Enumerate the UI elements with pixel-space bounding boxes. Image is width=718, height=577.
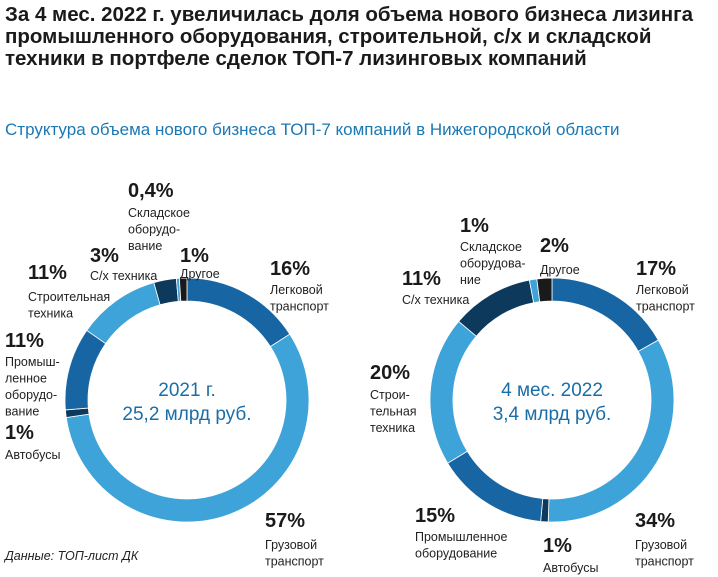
value-label: 1%	[180, 245, 209, 267]
donut-segment	[64, 329, 107, 411]
category-label: Автобусы	[543, 561, 598, 575]
value-label: 15%	[415, 505, 455, 527]
category-label: Промыш-ленное оборудо-вание	[5, 355, 60, 419]
value-label: 3%	[90, 245, 119, 267]
subtitle: Структура объема нового бизнеса ТОП-7 ко…	[5, 120, 620, 139]
donut-segment	[65, 333, 310, 523]
value-label: 16%	[270, 258, 310, 280]
category-label: Строительная техника	[28, 290, 110, 321]
value-label: 17%	[636, 258, 676, 280]
title: За 4 мес. 2022 г. увеличилась доля объем…	[5, 3, 694, 70]
value-label: 1%	[5, 422, 34, 444]
category-label: Легковой транспорт	[270, 283, 329, 314]
donut-segment	[458, 279, 535, 337]
donut-segment	[178, 277, 188, 302]
donut-segment	[447, 450, 544, 522]
category-label: С/х техника	[90, 269, 157, 283]
value-label: 1%	[460, 215, 489, 237]
donut-segment	[429, 320, 477, 464]
donut-segment	[536, 277, 553, 303]
value-label: 11%	[28, 262, 67, 284]
category-label: Промышленное оборудование	[415, 530, 507, 561]
value-label: 20%	[370, 362, 410, 384]
value-label: 11%	[5, 330, 44, 352]
center-label: 4 мес. 2022 3,4 млрд руб.	[493, 380, 612, 425]
category-label: Автобусы	[5, 448, 60, 462]
category-label: Грузовой транспорт	[265, 538, 324, 569]
category-label: С/х техника	[402, 293, 469, 307]
source: Данные: ТОП-лист ДК	[5, 549, 139, 563]
category-label: Грузовой транспорт	[635, 538, 694, 569]
category-label: Складское оборудова-ние	[460, 240, 526, 287]
center-label: 2021 г. 25,2 млрд руб.	[122, 380, 251, 425]
value-label: 57%	[265, 510, 305, 532]
value-label: 0,4%	[128, 180, 174, 202]
donut-segment	[547, 339, 675, 523]
value-label: 34%	[635, 510, 675, 532]
category-label: Складское оборудо-вание	[128, 206, 190, 253]
category-label: Другое	[540, 263, 580, 277]
category-label: Строи-тельная техника	[370, 388, 417, 435]
category-label: Другое	[180, 267, 220, 281]
value-label: 11%	[402, 268, 441, 290]
value-label: 2%	[540, 235, 569, 257]
value-label: 1%	[543, 535, 572, 557]
category-label: Легковой транспорт	[636, 283, 695, 314]
